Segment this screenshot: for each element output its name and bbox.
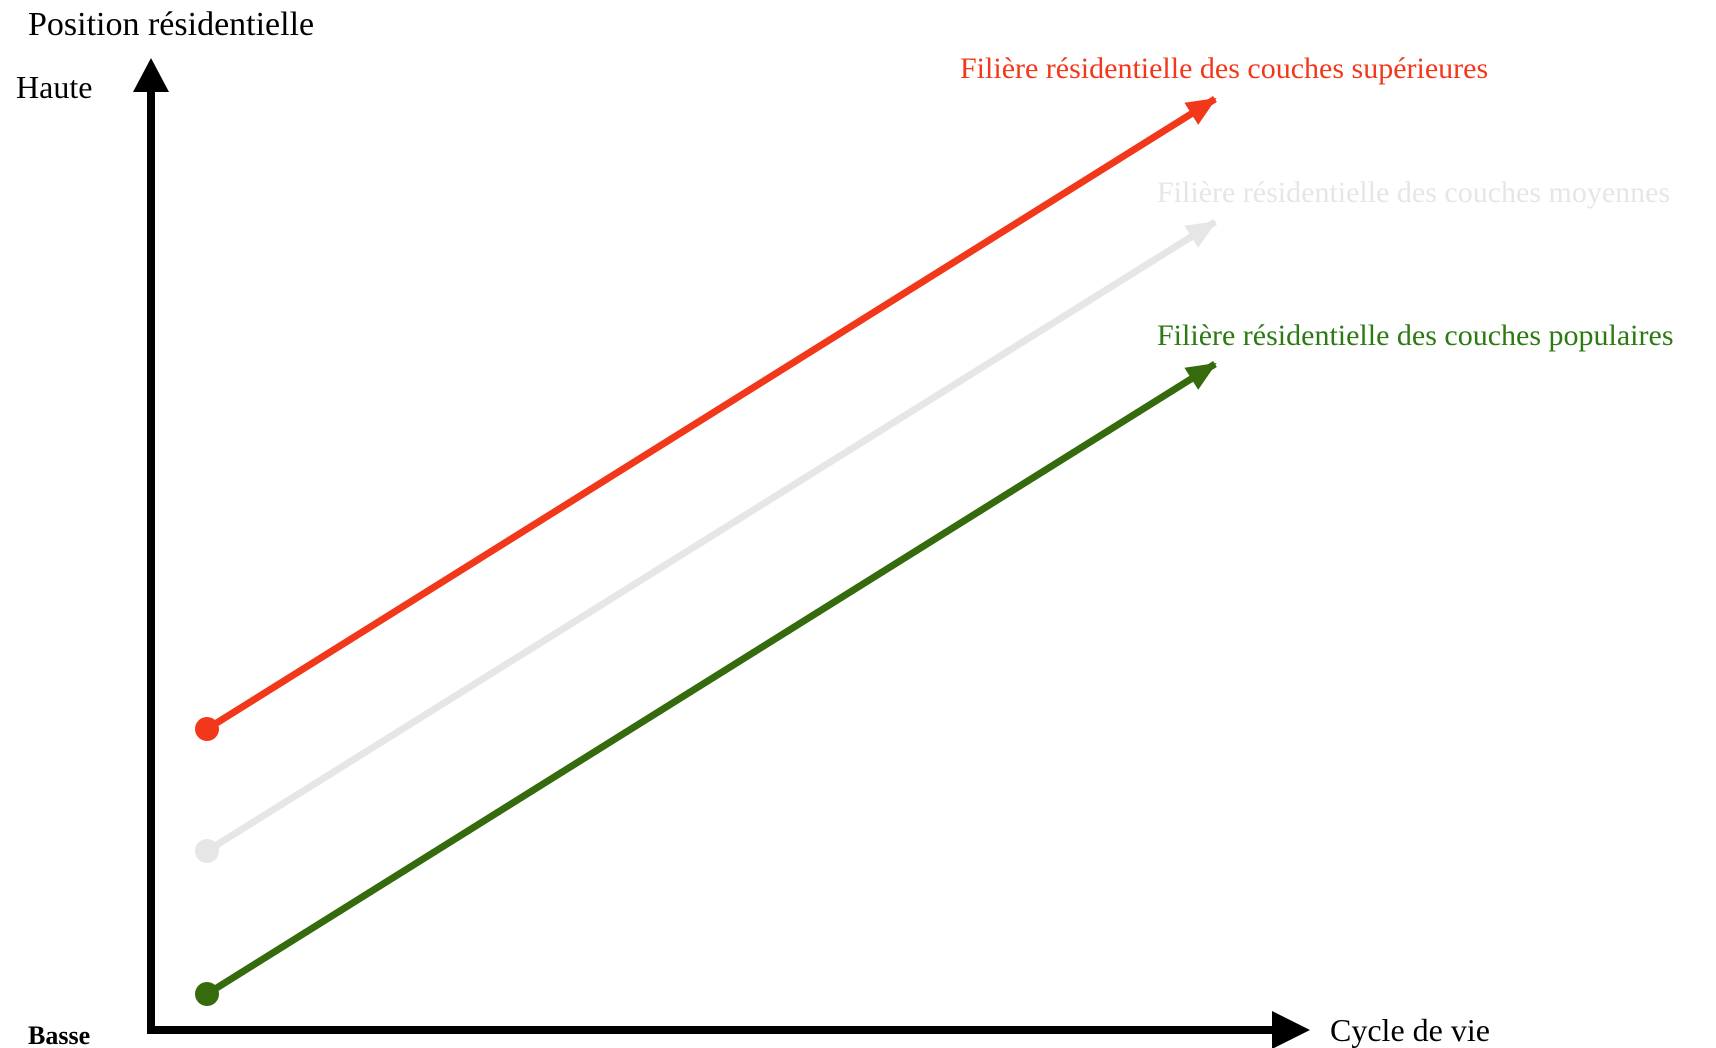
arrow-right-icon: [1272, 1011, 1310, 1048]
y-axis-high-label: Haute: [16, 69, 92, 105]
arrow-up-icon: [133, 58, 169, 92]
trajectory-populaires: Filière résidentielle des couches popula…: [195, 319, 1674, 1006]
axes: [133, 58, 1310, 1048]
start-point-moyennes: [195, 839, 219, 863]
trajectory-superieures: Filière résidentielle des couches supéri…: [195, 52, 1488, 741]
line-populaires: [205, 361, 1217, 997]
trajectory-moyennes: Filière résidentielle des couches moyenn…: [195, 176, 1670, 863]
start-point-superieures: [195, 717, 219, 741]
label-populaires: Filière résidentielle des couches popula…: [1157, 319, 1674, 352]
line-moyennes: [205, 219, 1217, 854]
label-superieures: Filière résidentielle des couches supéri…: [960, 52, 1488, 85]
line-superieures: [205, 96, 1217, 732]
y-axis-low-label: Basse: [28, 1021, 90, 1048]
y-axis-title: Position résidentielle: [28, 6, 314, 43]
label-moyennes: Filière résidentielle des couches moyenn…: [1157, 176, 1670, 209]
x-axis-title: Cycle de vie: [1330, 1012, 1490, 1048]
start-point-populaires: [195, 982, 219, 1006]
